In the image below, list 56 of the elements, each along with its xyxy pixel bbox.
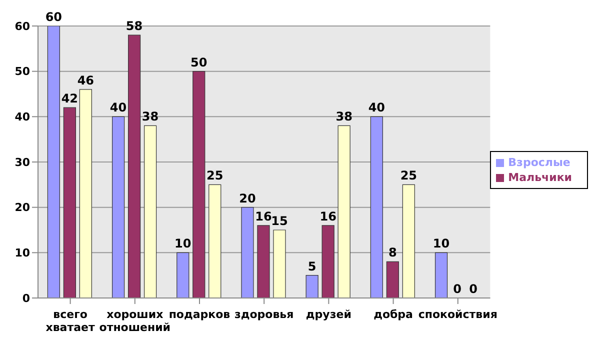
bar bbox=[128, 34, 141, 298]
legend-label: Взрослые bbox=[508, 156, 570, 169]
data-label: 42 bbox=[61, 92, 78, 106]
y-tick-label: 30 bbox=[14, 156, 30, 169]
bar bbox=[112, 116, 125, 298]
bar bbox=[176, 252, 190, 298]
x-tick-label: спокойствия bbox=[418, 308, 498, 321]
data-label: 15 bbox=[271, 214, 288, 228]
x-tick-label: всего хватает bbox=[46, 308, 96, 334]
y-tick-label: 20 bbox=[14, 201, 30, 214]
x-tick-label: хороших отношений bbox=[99, 308, 171, 334]
bar bbox=[79, 89, 92, 298]
bar bbox=[144, 125, 157, 298]
bar bbox=[370, 116, 383, 298]
data-label: 5 bbox=[308, 259, 316, 274]
bar bbox=[434, 252, 448, 298]
data-label: 60 bbox=[45, 10, 62, 24]
bar bbox=[192, 71, 206, 298]
bar bbox=[273, 230, 286, 298]
bar bbox=[322, 225, 334, 298]
bar bbox=[47, 26, 60, 298]
y-tick-label: 50 bbox=[14, 65, 30, 78]
bar bbox=[241, 207, 254, 298]
data-label: 40 bbox=[368, 100, 386, 115]
bar bbox=[402, 184, 415, 298]
x-tick-label: подарков bbox=[168, 308, 230, 321]
data-label: 8 bbox=[388, 246, 397, 260]
data-label: 16 bbox=[255, 209, 272, 224]
data-label: 46 bbox=[77, 73, 94, 88]
x-tick-label: здоровья bbox=[234, 308, 294, 321]
legend-label: Мальчики bbox=[508, 171, 572, 184]
bar bbox=[306, 275, 318, 298]
bar bbox=[386, 261, 399, 298]
x-tick-label: добра bbox=[374, 308, 413, 321]
bar bbox=[208, 184, 222, 298]
data-label: 40 bbox=[110, 100, 127, 115]
data-label: 0 bbox=[453, 282, 462, 296]
bar bbox=[338, 125, 350, 298]
data-label: 38 bbox=[336, 110, 352, 124]
y-tick-label: 40 bbox=[14, 110, 30, 124]
x-tick-label: друзей bbox=[306, 308, 352, 321]
data-label: 20 bbox=[239, 191, 256, 206]
bar bbox=[257, 225, 270, 298]
data-label: 58 bbox=[126, 19, 143, 34]
data-label: 25 bbox=[206, 168, 224, 183]
y-tick-label: 60 bbox=[14, 20, 30, 33]
data-label: 50 bbox=[190, 55, 208, 70]
y-tick-label: 0 bbox=[22, 292, 30, 305]
data-label: 10 bbox=[432, 236, 450, 251]
bar bbox=[63, 107, 76, 298]
y-tick-label: 10 bbox=[14, 246, 30, 260]
data-label: 38 bbox=[142, 110, 159, 124]
data-label: 25 bbox=[400, 168, 418, 183]
data-label: 10 bbox=[174, 236, 192, 251]
data-label: 16 bbox=[320, 209, 336, 224]
data-label: 0 bbox=[469, 282, 478, 296]
